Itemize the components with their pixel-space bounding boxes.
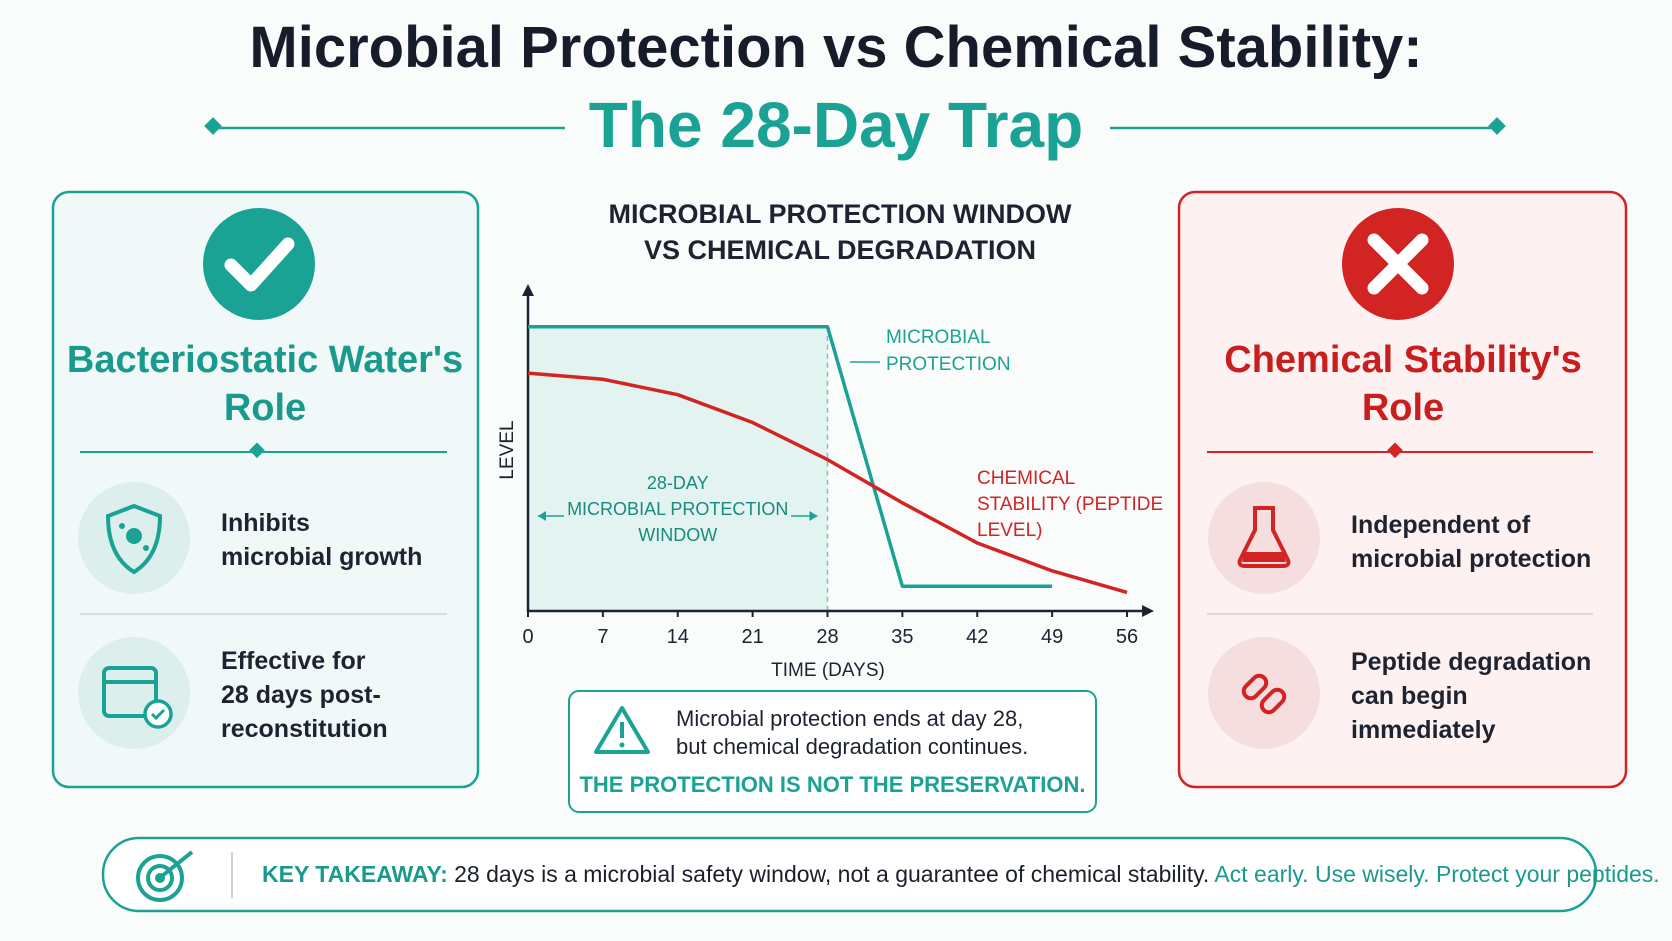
item-line: reconstitution bbox=[221, 715, 388, 743]
takeaway: KEY TAKEAWAY: 28 days is a microbial saf… bbox=[262, 861, 1660, 888]
left-panel bbox=[51, 190, 480, 789]
page-title: Microbial Protection vs Chemical Stabili… bbox=[249, 15, 1423, 80]
window-label-line: MICROBIAL PROTECTION bbox=[564, 496, 792, 522]
right-item: Peptide degradation can begin immediately bbox=[1351, 645, 1591, 747]
target-icon bbox=[136, 850, 233, 902]
x-tick-label: 35 bbox=[891, 626, 913, 648]
page-subtitle: The 28-Day Trap bbox=[588, 89, 1084, 161]
check-icon bbox=[203, 208, 315, 320]
x-tick-label: 0 bbox=[522, 626, 533, 648]
warning-icon bbox=[594, 706, 650, 754]
x-tick-label: 21 bbox=[742, 626, 764, 648]
item-line: Effective for bbox=[221, 647, 366, 675]
left-title: Bacteriostatic Water's Role bbox=[66, 339, 464, 429]
window-label-line: 28-DAY bbox=[643, 470, 712, 496]
right-panel bbox=[1177, 190, 1628, 789]
x-tick-label: 42 bbox=[966, 626, 988, 648]
x-axis-label: TIME (DAYS) bbox=[771, 660, 885, 681]
chart-title-line: MICROBIAL PROTECTION WINDOW bbox=[608, 199, 1072, 229]
dividers bbox=[80, 442, 1593, 615]
item-line: can begin bbox=[1351, 682, 1468, 710]
note-text: Microbial protection ends at day 28, but … bbox=[676, 705, 1028, 761]
note-emphasis: THE PROTECTION IS NOT THE PRESERVATION. bbox=[579, 772, 1086, 797]
calendar-icon bbox=[78, 637, 190, 749]
note-line: Microbial protection ends at day 28, bbox=[676, 706, 1024, 731]
window-label-line: WINDOW bbox=[635, 522, 721, 548]
note-box bbox=[568, 690, 1097, 813]
x-tick-label: 14 bbox=[667, 626, 689, 648]
left-item: Inhibits microbial growth bbox=[221, 506, 422, 574]
title-rules bbox=[204, 117, 1506, 135]
left-item: Effective for 28 days post-reconstitution bbox=[221, 644, 388, 746]
takeaway-label: KEY TAKEAWAY: bbox=[262, 861, 448, 887]
item-line: Peptide degradation bbox=[1351, 648, 1592, 676]
series-line bbox=[527, 371, 1128, 595]
takeaway-box bbox=[101, 836, 1598, 913]
takeaway-text: 28 days is a microbial safety window, no… bbox=[454, 861, 1210, 887]
shield-icon bbox=[78, 482, 190, 594]
right-item: Independent of microbial protection bbox=[1351, 508, 1591, 576]
plot: 0 7 14 21 28 35 42 49 56 TIME (DAYS) LEVEL bbox=[497, 284, 1154, 681]
item-line: immediately bbox=[1351, 716, 1496, 744]
item-line: microbial growth bbox=[221, 543, 423, 571]
item-line: microbial protection bbox=[1351, 545, 1592, 573]
item-line: Inhibits bbox=[221, 509, 310, 537]
item-line: 28 days post- bbox=[221, 681, 381, 709]
flask-icon bbox=[1208, 482, 1320, 594]
note-line: but chemical degradation continues. bbox=[676, 734, 1029, 759]
x-tick-label: 49 bbox=[1041, 626, 1063, 648]
cross-icon bbox=[1342, 208, 1454, 320]
y-axis-label: LEVEL bbox=[497, 420, 518, 479]
chart-title: MICROBIAL PROTECTION WINDOW VS CHEMICAL D… bbox=[540, 196, 1140, 268]
series-label: CHEMICAL STABILITY (PEPTIDE LEVEL) bbox=[977, 468, 1164, 541]
link-icon bbox=[1208, 637, 1320, 749]
series-label: MICROBIAL PROTECTION bbox=[886, 327, 1011, 375]
x-tick-label: 56 bbox=[1116, 626, 1138, 648]
x-tick-label: 28 bbox=[816, 626, 838, 648]
right-title: Chemical Stability's Role bbox=[1224, 339, 1582, 429]
window-label: 28-DAY MICROBIAL PROTECTION WINDOW bbox=[528, 470, 828, 548]
chart-title-line: VS CHEMICAL DEGRADATION bbox=[643, 235, 1036, 265]
protection-window bbox=[528, 326, 828, 611]
item-line: Independent of bbox=[1351, 511, 1531, 539]
x-tick-label: 7 bbox=[597, 626, 608, 648]
series-line bbox=[528, 324, 1053, 589]
takeaway-emphasis: Act early. Use wisely. Protect your pept… bbox=[1214, 861, 1660, 887]
